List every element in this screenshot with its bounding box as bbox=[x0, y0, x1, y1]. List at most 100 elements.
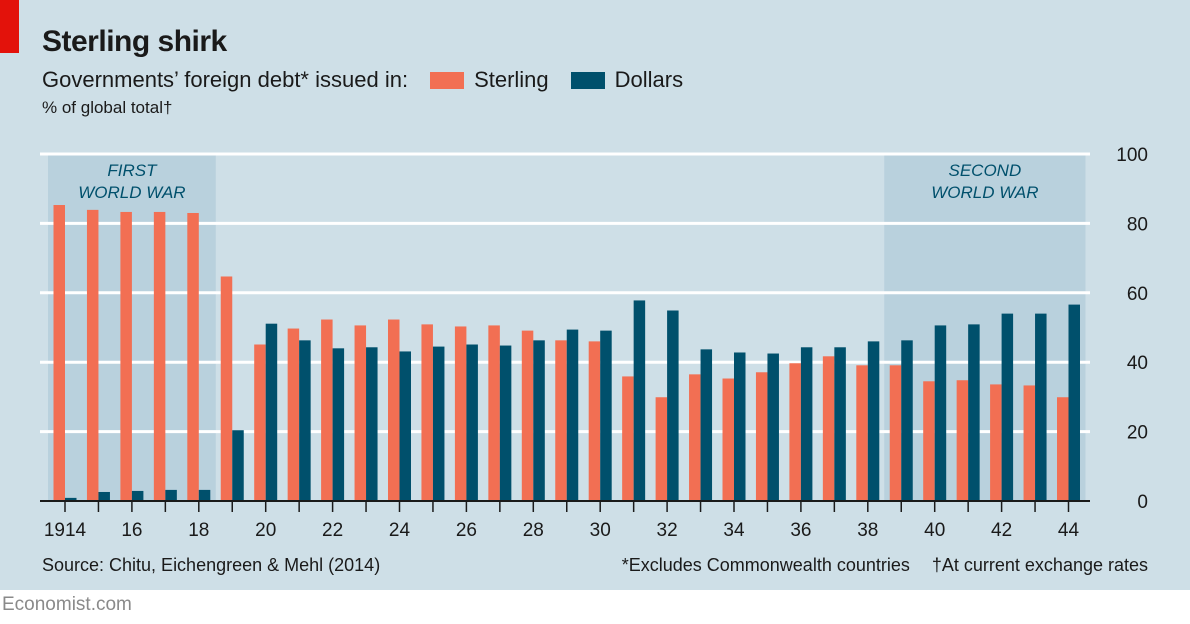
bar-sterling bbox=[120, 211, 132, 501]
bar-sterling bbox=[889, 365, 902, 501]
legend-swatch-sterling bbox=[430, 71, 465, 89]
x-tick-label: 38 bbox=[857, 520, 878, 541]
legend-label-dollars: Dollars bbox=[614, 67, 684, 92]
bar-sterling bbox=[789, 363, 801, 501]
bar-sterling bbox=[86, 209, 99, 501]
bar-sterling bbox=[822, 356, 835, 501]
bar-sterling bbox=[622, 376, 634, 501]
bar-dollars bbox=[332, 348, 345, 501]
x-tick-label: 28 bbox=[523, 520, 544, 541]
war-period-label: SECOND bbox=[949, 161, 1022, 180]
y-tick-label: 80 bbox=[1127, 214, 1148, 235]
bar-dollars bbox=[466, 344, 478, 501]
bar-dollars bbox=[700, 349, 713, 501]
x-tick-label: 18 bbox=[188, 520, 209, 541]
bar-sterling bbox=[1023, 385, 1036, 501]
x-tick-label: 20 bbox=[255, 520, 276, 541]
legend-swatch-dollars bbox=[570, 71, 605, 89]
x-tick-label: 24 bbox=[389, 520, 411, 541]
chart-subtitle: Governments’ foreign debt* issued in: St… bbox=[42, 67, 683, 93]
y-tick-label: 40 bbox=[1127, 353, 1148, 374]
bar-dollars bbox=[232, 430, 244, 501]
war-period-label: FIRST bbox=[107, 161, 158, 180]
bar-sterling bbox=[187, 212, 199, 502]
bar-sterling bbox=[53, 205, 65, 501]
bar-dollars bbox=[98, 491, 110, 501]
x-tick-label: 1914 bbox=[44, 520, 87, 541]
bar-sterling bbox=[588, 341, 601, 501]
plot-area: FIRST WORLD WAR SECOND WORLD WAR 0 20 40 60 80 10… bbox=[40, 145, 1148, 541]
bar-sterling bbox=[1057, 397, 1069, 501]
bar-dollars bbox=[767, 353, 779, 501]
bar-sterling bbox=[856, 365, 868, 501]
x-tick-label: 40 bbox=[924, 520, 945, 541]
bar-sterling bbox=[755, 372, 768, 501]
bar-dollars bbox=[968, 324, 980, 501]
bar-dollars bbox=[399, 351, 411, 501]
bar-dollars bbox=[600, 330, 612, 501]
bar-dollars bbox=[734, 352, 746, 501]
bar-dollars bbox=[633, 300, 646, 501]
bar-dollars bbox=[432, 346, 445, 501]
x-tick-label: 26 bbox=[456, 520, 477, 541]
bar-dollars bbox=[65, 497, 77, 501]
bar-dollars bbox=[566, 329, 579, 501]
war-period-label: WORLD WAR bbox=[78, 183, 185, 202]
bar-dollars bbox=[901, 340, 913, 501]
bar-dollars bbox=[667, 310, 679, 501]
legend-label-sterling: Sterling bbox=[474, 67, 549, 92]
bar-sterling bbox=[722, 378, 734, 501]
bar-sterling bbox=[153, 211, 166, 501]
x-tick-label: 22 bbox=[322, 520, 343, 541]
x-tick-label: 32 bbox=[657, 520, 678, 541]
bar-sterling bbox=[655, 397, 668, 501]
bar-dollars bbox=[131, 490, 144, 501]
bar-sterling bbox=[287, 328, 300, 501]
bar-sterling bbox=[555, 340, 567, 501]
x-tick-label: 34 bbox=[723, 520, 745, 541]
source-note: Source: Chitu, Eichengreen & Mehl (2014) bbox=[42, 555, 381, 575]
footnote-exchange: †At current exchange rates bbox=[931, 555, 1148, 575]
x-tick-label: 44 bbox=[1058, 520, 1080, 541]
bar-dollars bbox=[1068, 304, 1080, 501]
bar-sterling bbox=[990, 384, 1002, 501]
bar-sterling bbox=[354, 325, 367, 501]
x-tick-label: 42 bbox=[991, 520, 1012, 541]
bar-sterling bbox=[956, 380, 969, 501]
x-tick-label: 30 bbox=[590, 520, 611, 541]
x-tick-label: 36 bbox=[790, 520, 811, 541]
bar-sterling bbox=[220, 276, 233, 501]
bar-dollars bbox=[533, 340, 545, 501]
y-tick-label: 0 bbox=[1137, 492, 1148, 513]
unit-label: % of global total† bbox=[42, 98, 173, 117]
bar-dollars bbox=[265, 323, 278, 501]
bar-sterling bbox=[321, 319, 333, 501]
bar-dollars bbox=[499, 345, 512, 501]
bar-sterling bbox=[254, 344, 266, 501]
war-period-shade bbox=[884, 154, 1086, 501]
bar-dollars bbox=[934, 325, 947, 501]
bar-dollars bbox=[165, 489, 177, 501]
footnotes: *Excludes Commonwealth countries †At curr… bbox=[600, 555, 1148, 576]
brand-red-tag bbox=[0, 0, 19, 53]
subtitle-text: Governments’ foreign debt* issued in: bbox=[42, 67, 409, 92]
war-period-label: WORLD WAR bbox=[931, 183, 1038, 202]
x-tick-label: 16 bbox=[121, 520, 142, 541]
bar-dollars bbox=[198, 489, 211, 501]
bar-sterling bbox=[421, 324, 433, 501]
bar-sterling bbox=[388, 319, 400, 501]
footnote-commonwealth: *Excludes Commonwealth countries bbox=[621, 555, 910, 575]
bar-dollars bbox=[299, 340, 311, 501]
brand-label: Economist.com bbox=[2, 594, 132, 615]
bar-dollars bbox=[1035, 313, 1047, 501]
bar-sterling bbox=[488, 325, 500, 501]
bar-sterling bbox=[521, 330, 534, 501]
bar-sterling bbox=[689, 374, 701, 501]
bar-dollars bbox=[834, 347, 846, 501]
bar-dollars bbox=[867, 341, 880, 501]
y-tick-label: 20 bbox=[1127, 423, 1148, 444]
bar-sterling bbox=[923, 381, 935, 501]
chart-title: Sterling shirk bbox=[42, 25, 227, 58]
bar-sterling bbox=[454, 326, 467, 501]
